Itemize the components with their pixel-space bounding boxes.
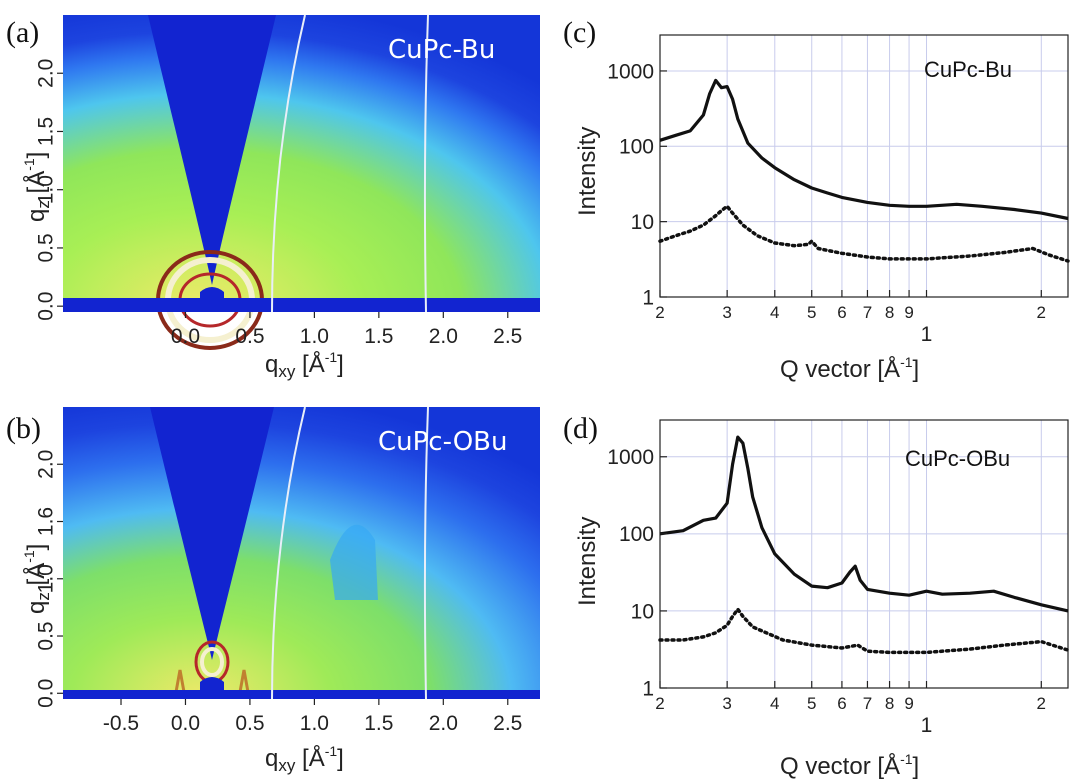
inner-ring-b-bright [200,647,224,677]
line-d-xtick-label: 7 [863,694,872,713]
line-c-xtick-label: 3 [722,303,731,322]
line-d-xtick-label: 1 [921,714,933,737]
line-d-label: CuPc-OBu [905,446,1010,471]
missing-wedge-a [148,15,276,285]
line-c-xtick-label: 9 [904,303,913,322]
detector-gap-a2 [423,14,429,313]
heatmap-a-ytick-label: 0.0 [34,292,57,321]
heatmap-b-xtick-label: 2.5 [493,712,522,735]
panel-letter-b: (b) [6,412,41,445]
line-c-xtick-label: 7 [863,303,872,322]
line-c-xtick-label: 2 [655,303,664,322]
line-d-ytick-label: 10 [631,600,654,623]
heatmap-a-ytick-label: 1.5 [34,117,57,146]
line-d-xtick-label: 8 [885,694,894,713]
plot-frame-d [659,419,1069,689]
heatmap-a-ytick-label: 2.0 [34,59,57,88]
heatmap-b-ytick-label: 0.0 [34,679,57,708]
panel-letter-d: (d) [563,412,598,445]
heatmap-b-xtick-label: 1.5 [364,712,393,735]
line-d-ytick-label: 1000 [607,446,654,469]
heatmap-panel-b: CuPc-OBu 0.0 0.5 1.0 1.6 2.0 -0.5 0.0 0.5 1.0 1.… [21,406,540,775]
heatmap-b-ylabel: qz [Å-1] [21,544,53,614]
line-d-ytick-label: 100 [619,523,654,546]
heatmap-a-xtick-label: 2.5 [493,325,522,348]
heatmap-b-xtick-label: 2.0 [429,712,458,735]
series-line-d-2 [658,607,1070,655]
line-d-ytick-label: 1 [642,677,654,700]
panel-letter-c: (c) [563,16,596,49]
heatmap-b-xlabel: qxy [Å-1] [265,743,344,775]
plot-frame-c [659,34,1069,298]
line-c-xtick-label: 1 [921,323,933,346]
heatmap-a-ylabel: qz [Å-1] [21,152,53,222]
line-c-label: CuPc-Bu [924,57,1012,82]
heatmap-panel-a: CuPc-Bu 0.0 0.5 1.0 1.5 2.0 0.0 0.5 1.0 1.5 2.0 2… [21,14,540,381]
line-c-xtick-label: 8 [885,303,894,322]
heatmap-b-ytick-label: 2.0 [34,450,57,479]
beamstop-a [200,287,224,312]
heatmap-a-xtick-label: 0.5 [235,325,264,348]
heatmap-b-ytick-label: 1.6 [34,507,57,536]
heatmap-b-ytick-label: 1.0 [34,564,57,593]
line-c-ylabel: Intensity [574,127,601,216]
horizon-band-a [63,298,540,312]
heatmap-a-xtick-label: 1.5 [364,325,393,348]
line-d-xtick-label: 3 [722,694,731,713]
line-d-xlabel: Q vector [Å-1] [780,751,919,780]
line-d-ylabel: Intensity [574,517,601,606]
heatmap-b-background [63,407,540,699]
heatmap-a-ytick-label: 1.0 [34,175,57,204]
line-c-xtick-label: 5 [807,303,816,322]
line-c-xlabel: Q vector [Å-1] [780,354,919,383]
line-c-ytick-label: 1000 [607,60,654,83]
heatmap-a-background [63,15,540,312]
detector-gap-a1 [271,14,306,313]
heatmap-b-xtick-label: 0.0 [171,712,200,735]
line-c-ytick-label: 1 [642,286,654,309]
missing-wedge-b [150,407,274,660]
beamstop-b [200,677,224,699]
heatmap-a-xtick-label: 2.0 [429,325,458,348]
heatmap-a-xtick-label: 1.0 [300,325,329,348]
line-c-xtick-label: 6 [837,303,846,322]
line-c-ytick-label: 100 [619,136,654,159]
heatmap-b-xtick-label: -0.5 [103,712,139,735]
panel-letter-a: (a) [6,16,39,49]
scatter-feature-b [330,524,378,600]
heatmap-b-label: CuPc-OBu [378,427,508,457]
line-d-xtick-label: 2 [655,694,664,713]
line-d-xtick-label: 9 [904,694,913,713]
heatmap-a-xlabel: qxy [Å-1] [265,349,344,381]
heatmap-b-xtick-label: 1.0 [300,712,329,735]
heatmap-a-label: CuPc-Bu [388,35,495,65]
line-d-xtick-label: 4 [770,694,779,713]
line-d-xtick-label: 2 [1037,694,1046,713]
bragg-spots-b [174,669,250,693]
detector-gap-b1 [271,406,306,700]
series-line-c-2 [658,204,1070,263]
heatmap-b-xtick-label: 0.5 [235,712,264,735]
line-c-xtick-label: 2 [1037,303,1046,322]
line-c-ytick-label: 10 [631,211,654,234]
line-d-xtick-label: 5 [807,694,816,713]
line-c-xtick-label: 4 [770,303,779,322]
series-line-c-1 [659,78,1069,221]
series-line-d-1 [659,435,1069,613]
detector-gap-b2 [423,406,429,700]
heatmap-b-ytick-label: 0.5 [34,621,57,650]
line-d-xtick-label: 6 [837,694,846,713]
heatmap-a-ytick-label: 0.5 [34,233,57,262]
horizon-band-b [63,690,540,699]
heatmap-a-xtick-label: 0.0 [171,325,200,348]
